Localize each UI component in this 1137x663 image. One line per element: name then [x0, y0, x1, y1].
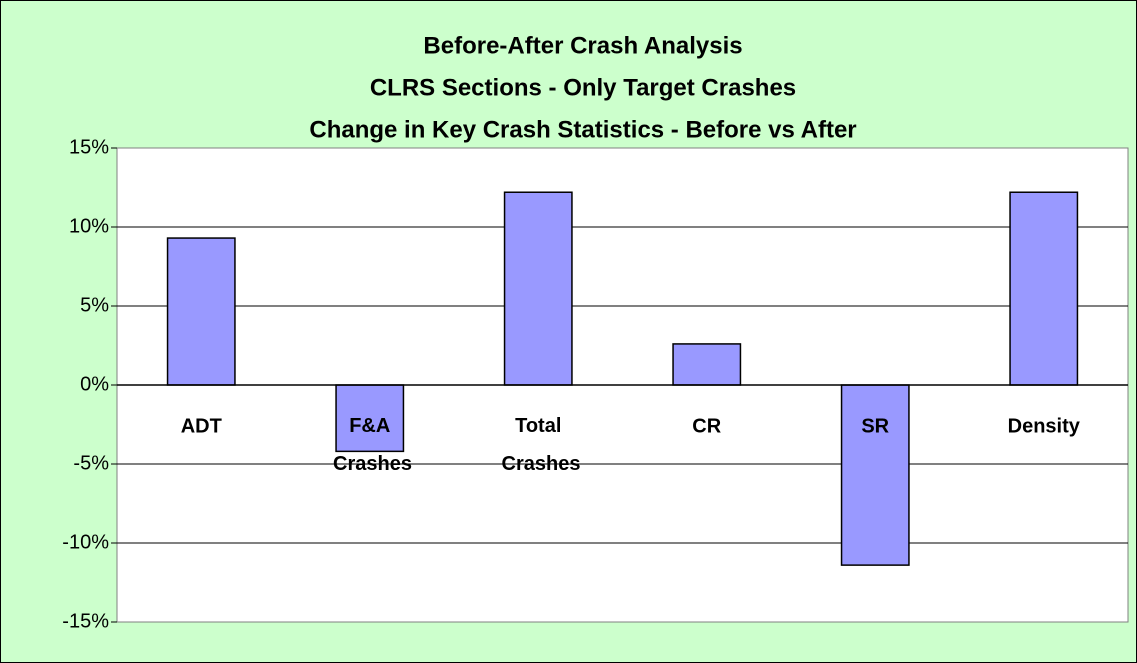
bar — [1009, 191, 1079, 386]
bar — [672, 343, 742, 386]
y-tick-label: 15% — [69, 136, 109, 158]
y-tick-label: -5% — [73, 452, 109, 474]
x-tick-label: Density — [1008, 415, 1081, 437]
x-tick-label: ADT — [181, 415, 222, 437]
y-tick-label: 0% — [80, 373, 109, 395]
chart-title: CLRS Sections - Only Target Crashes — [370, 74, 796, 101]
x-tick-label: F&A Crashes — [328, 415, 413, 475]
bar — [166, 237, 236, 386]
x-tick-label: CR — [692, 415, 721, 437]
x-tick-label: Total Crashes — [496, 415, 581, 475]
y-tick-label: 10% — [69, 215, 109, 237]
y-tick-label: -15% — [62, 610, 109, 632]
x-tick-label: SR — [861, 415, 889, 437]
y-tick-label: -10% — [62, 531, 109, 553]
y-tick-label: 5% — [80, 294, 109, 316]
chart-title: Before-After Crash Analysis — [423, 32, 742, 59]
chart-title: Change in Key Crash Statistics - Before … — [309, 116, 856, 143]
bar — [503, 191, 573, 386]
bar — [840, 384, 910, 566]
